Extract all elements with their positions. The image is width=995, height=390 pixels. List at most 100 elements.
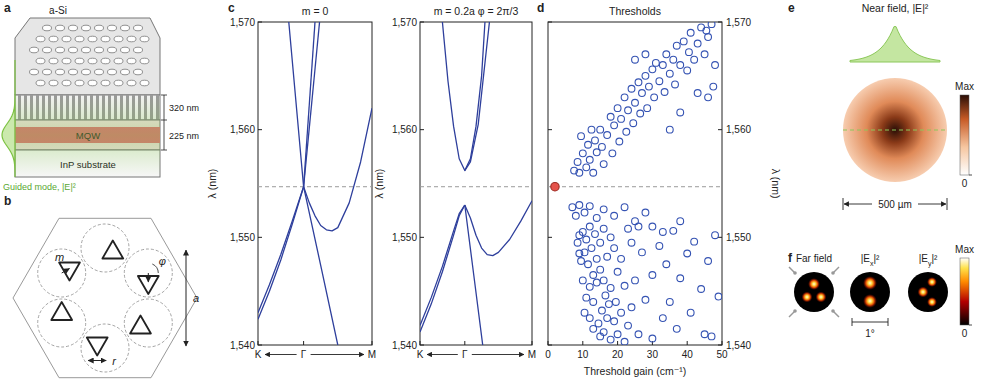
scale-end xyxy=(888,318,889,326)
far-field-lobe xyxy=(863,294,877,308)
threshold-point xyxy=(602,292,609,299)
hole xyxy=(134,69,143,75)
threshold-point xyxy=(628,85,635,92)
hole xyxy=(49,58,58,64)
threshold-point xyxy=(623,128,630,135)
k-path-arrow xyxy=(265,354,297,355)
x-tick xyxy=(532,341,533,345)
scale-label: 1° xyxy=(865,328,875,339)
near-field-image xyxy=(843,78,947,182)
threshold-point xyxy=(708,22,715,28)
hole xyxy=(43,47,52,53)
x-tick xyxy=(722,341,723,345)
band-line xyxy=(289,22,338,345)
threshold-point xyxy=(578,133,585,140)
band-line xyxy=(465,201,532,256)
panel-label: d xyxy=(537,1,544,15)
far-field-lobe xyxy=(802,292,813,303)
threshold-point xyxy=(666,70,673,77)
band-line xyxy=(420,205,465,332)
hole xyxy=(114,80,123,86)
threshold-point xyxy=(710,83,717,90)
hole xyxy=(82,25,91,31)
colorbar-label: Max xyxy=(955,244,974,255)
threshold-point xyxy=(585,141,592,148)
figure: abcdefa-SiMQWInP substrate320 nm225 nmGu… xyxy=(0,0,995,390)
hole xyxy=(49,36,58,42)
r-arrow xyxy=(88,360,106,361)
threshold-point xyxy=(649,272,656,279)
threshold-point xyxy=(569,204,576,211)
site-circle xyxy=(38,249,86,297)
threshold-point xyxy=(590,325,597,332)
x-tick-label: M xyxy=(368,349,376,360)
hole xyxy=(95,47,104,53)
threshold-point xyxy=(551,183,559,191)
hole xyxy=(127,58,136,64)
hole xyxy=(88,80,97,86)
threshold-point xyxy=(586,156,593,163)
x-tick xyxy=(548,341,549,345)
threshold-point xyxy=(576,169,583,176)
polarization-tip xyxy=(831,309,835,313)
threshold-point xyxy=(599,143,606,150)
y-tick-label: 1,560 xyxy=(726,124,751,135)
y-tick xyxy=(548,345,552,346)
k-path-arrow xyxy=(427,354,458,355)
threshold-point xyxy=(632,277,639,284)
threshold-point xyxy=(628,304,635,311)
threshold-point xyxy=(686,49,693,56)
threshold-point xyxy=(593,255,600,262)
threshold-point xyxy=(698,286,705,293)
threshold-point xyxy=(703,27,710,34)
x-tick-label: 10 xyxy=(577,349,589,360)
hole xyxy=(30,47,39,53)
thickness-label: 225 nm xyxy=(169,131,199,141)
threshold-point xyxy=(656,243,663,250)
threshold-point xyxy=(611,122,618,129)
threshold-point xyxy=(705,258,712,265)
hole xyxy=(56,69,65,75)
panel-label: f xyxy=(788,251,793,265)
threshold-point xyxy=(621,338,628,345)
y-tick xyxy=(420,22,424,23)
threshold-point xyxy=(578,258,585,265)
threshold-point xyxy=(618,309,625,316)
x-tick-label: 40 xyxy=(682,349,694,360)
phi-arc xyxy=(152,264,158,273)
threshold-point xyxy=(607,234,614,241)
x-tick-label: K xyxy=(255,349,262,360)
threshold-point xyxy=(659,229,666,236)
threshold-point xyxy=(604,253,611,260)
hole xyxy=(56,25,65,31)
threshold-point xyxy=(680,38,687,45)
chart-title: Thresholds xyxy=(609,5,661,17)
threshold-point xyxy=(597,126,604,133)
threshold-point xyxy=(687,309,694,316)
band-line xyxy=(258,187,304,319)
k-path-arrow xyxy=(311,354,364,355)
threshold-point xyxy=(644,105,651,112)
threshold-point xyxy=(642,72,649,79)
threshold-point xyxy=(621,204,628,211)
threshold-point xyxy=(666,126,673,133)
band-line xyxy=(420,205,465,326)
threshold-point xyxy=(630,120,637,127)
triangle xyxy=(59,263,80,281)
threshold-point xyxy=(701,51,708,58)
threshold-point xyxy=(576,250,583,257)
hole xyxy=(36,58,45,64)
threshold-point xyxy=(677,62,684,69)
hole xyxy=(69,25,78,31)
band-line xyxy=(442,22,485,171)
threshold-point xyxy=(588,245,595,252)
y-tick xyxy=(258,22,262,23)
scale-end xyxy=(947,198,948,210)
plot-frame xyxy=(258,22,372,345)
threshold-point xyxy=(586,283,593,290)
hole xyxy=(121,69,130,75)
site-circle xyxy=(38,299,86,347)
threshold-point xyxy=(593,279,600,286)
threshold-point xyxy=(600,161,607,168)
threshold-point xyxy=(639,90,646,97)
